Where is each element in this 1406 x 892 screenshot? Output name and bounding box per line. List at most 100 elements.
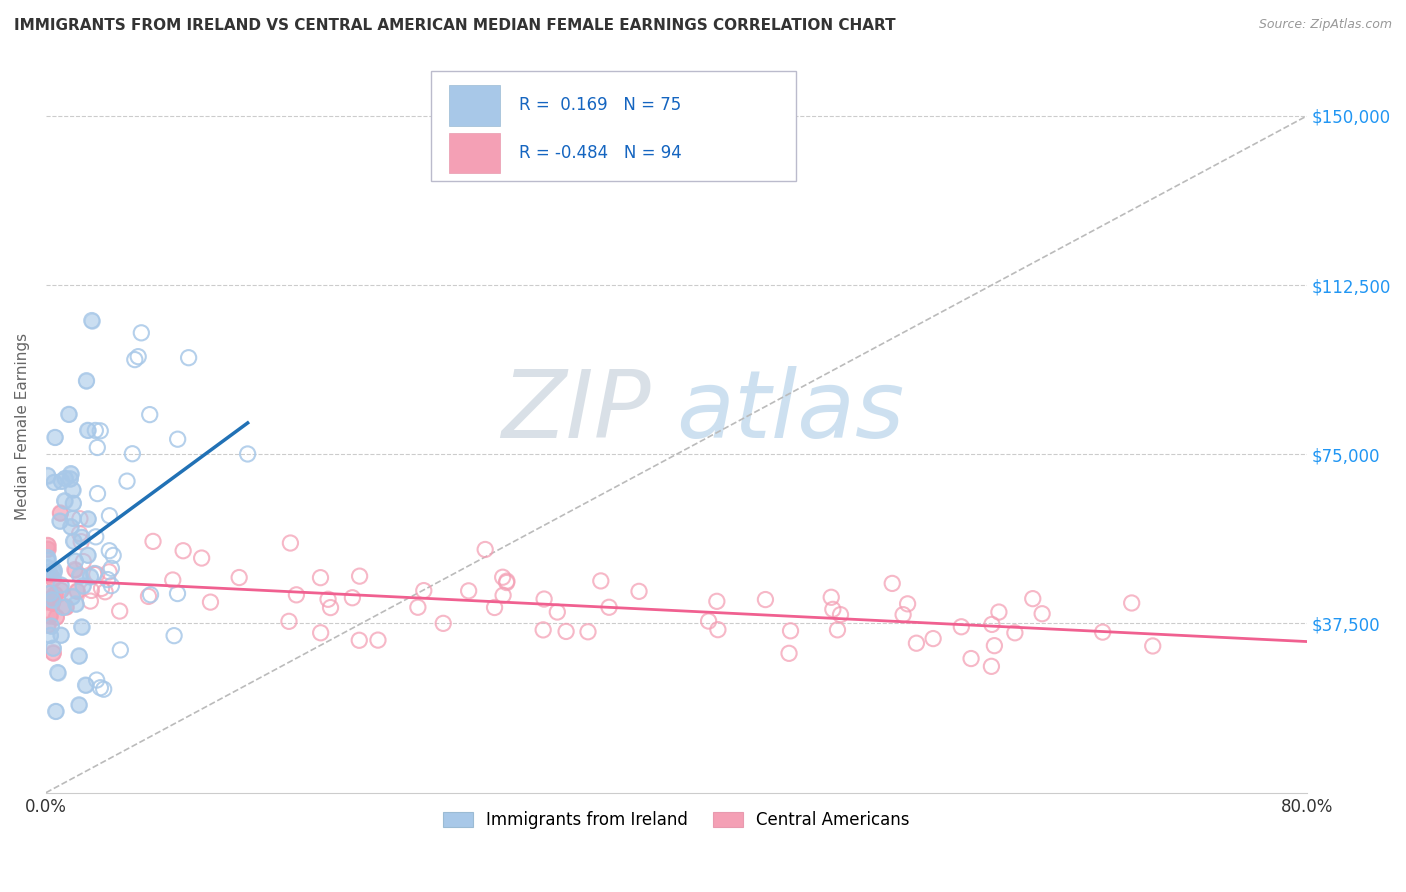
Point xyxy=(98,565,121,579)
Point xyxy=(228,570,250,584)
Point xyxy=(1091,625,1114,640)
Point xyxy=(62,590,84,604)
Point xyxy=(46,665,69,680)
Point xyxy=(37,560,59,574)
Point xyxy=(121,447,143,461)
Point xyxy=(980,659,1002,673)
Point xyxy=(44,430,66,444)
Point xyxy=(98,543,121,558)
Point xyxy=(49,506,72,520)
Point xyxy=(533,592,555,607)
Point xyxy=(101,549,124,563)
Point xyxy=(474,542,496,557)
Point xyxy=(76,548,98,562)
Point xyxy=(162,573,184,587)
Point xyxy=(627,584,650,599)
Point xyxy=(49,628,72,642)
Point xyxy=(42,565,65,579)
Point xyxy=(83,567,105,582)
Point xyxy=(53,493,76,508)
Point xyxy=(142,534,165,549)
Point xyxy=(236,447,259,461)
Point xyxy=(69,568,91,582)
Point xyxy=(319,600,342,615)
Point xyxy=(779,624,801,638)
Point xyxy=(45,705,67,719)
Point xyxy=(37,553,59,567)
Point xyxy=(484,600,506,615)
Point xyxy=(49,506,72,520)
Point xyxy=(285,588,308,602)
Point xyxy=(37,566,59,580)
Point xyxy=(1142,639,1164,653)
FancyBboxPatch shape xyxy=(450,133,501,173)
Point xyxy=(39,619,62,633)
Point xyxy=(42,572,65,586)
Point xyxy=(1031,607,1053,621)
Point xyxy=(62,483,84,497)
Point xyxy=(84,530,107,544)
Point xyxy=(349,633,371,648)
Point xyxy=(39,619,62,633)
Point xyxy=(492,588,515,602)
Point xyxy=(172,543,194,558)
Point xyxy=(891,607,914,622)
Point xyxy=(93,682,115,697)
Point xyxy=(42,563,65,577)
Point xyxy=(42,565,65,579)
Point xyxy=(367,633,389,648)
Point xyxy=(531,623,554,637)
Text: ZIP: ZIP xyxy=(502,366,651,457)
Point xyxy=(39,567,62,582)
Point xyxy=(55,599,77,614)
Point xyxy=(960,651,983,665)
Point xyxy=(44,587,66,601)
Point xyxy=(83,566,105,581)
Point xyxy=(163,629,186,643)
Point xyxy=(950,620,973,634)
Point xyxy=(830,607,852,622)
Point xyxy=(882,576,904,591)
Point xyxy=(79,594,101,608)
Point xyxy=(905,636,928,650)
Point xyxy=(922,632,945,646)
Point xyxy=(97,573,120,587)
Point xyxy=(41,596,63,610)
Point xyxy=(280,536,302,550)
Point xyxy=(76,548,98,562)
Point xyxy=(139,588,162,602)
Point xyxy=(820,591,842,605)
Point xyxy=(76,424,98,438)
Point xyxy=(53,471,76,485)
Point xyxy=(79,569,101,583)
Point xyxy=(897,597,920,611)
Point xyxy=(65,554,87,568)
Point xyxy=(309,625,332,640)
Point xyxy=(42,565,65,579)
Point xyxy=(58,408,80,422)
FancyBboxPatch shape xyxy=(450,86,501,126)
Point xyxy=(166,432,188,446)
Point xyxy=(49,514,72,528)
Point xyxy=(45,610,67,624)
Text: atlas: atlas xyxy=(676,366,904,457)
Point xyxy=(42,646,65,660)
Point xyxy=(89,424,111,438)
Point xyxy=(706,594,728,608)
Point xyxy=(86,441,108,455)
Point xyxy=(67,698,90,712)
Point xyxy=(59,467,82,481)
Point xyxy=(44,475,66,490)
Point xyxy=(406,600,429,615)
Point xyxy=(138,408,160,422)
Point xyxy=(49,628,72,642)
Point xyxy=(49,578,72,592)
Point xyxy=(76,424,98,438)
Point xyxy=(278,615,301,629)
Point xyxy=(349,569,371,583)
Point xyxy=(987,605,1010,619)
Point xyxy=(80,313,103,327)
Point xyxy=(495,575,517,590)
Point xyxy=(65,554,87,568)
Text: R = -0.484   N = 94: R = -0.484 N = 94 xyxy=(519,145,682,162)
